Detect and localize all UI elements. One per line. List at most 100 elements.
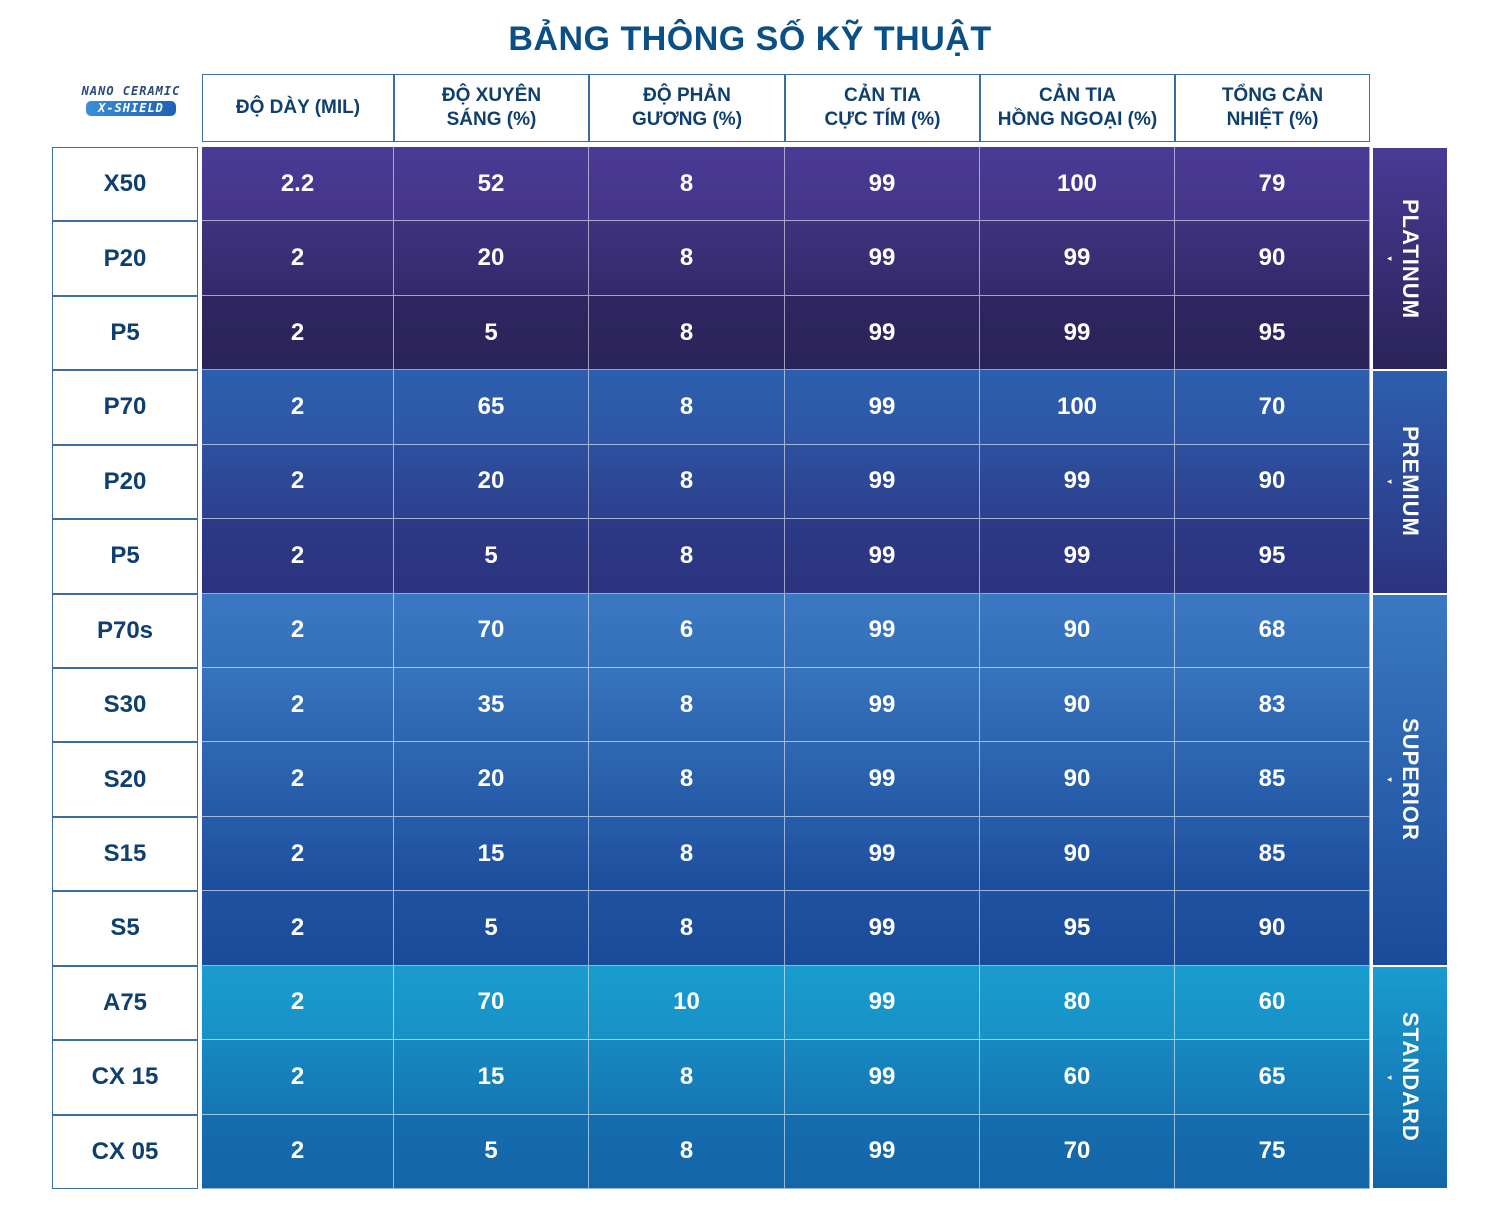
- spec-value: 8: [589, 147, 785, 222]
- spec-value: 6: [589, 593, 785, 668]
- spec-value: 15: [394, 816, 589, 892]
- model-name: S15: [52, 816, 198, 892]
- spec-value: 99: [785, 519, 980, 594]
- spec-value: 8: [589, 1114, 785, 1189]
- logo-line-2: X-SHIELD: [86, 101, 176, 116]
- spec-value: 2: [202, 891, 394, 966]
- spec-value: 90: [1175, 891, 1370, 966]
- spec-value: 99: [980, 295, 1175, 371]
- spec-value: 99: [785, 147, 980, 222]
- spec-value: 2: [202, 444, 394, 520]
- tier-label: SUPERIOR: [1398, 718, 1423, 842]
- spec-value: 80: [980, 965, 1175, 1041]
- model-name: P5: [52, 519, 198, 594]
- spec-value: 60: [980, 1040, 1175, 1115]
- model-name: P70s: [52, 593, 198, 668]
- spec-value: 100: [980, 370, 1175, 445]
- spec-value: 8: [589, 370, 785, 445]
- spec-value: 8: [589, 444, 785, 520]
- spec-value: 99: [785, 965, 980, 1041]
- spec-value: 99: [785, 668, 980, 743]
- spec-value: 52: [394, 147, 589, 222]
- spec-value: 100: [980, 147, 1175, 222]
- spec-value: 2: [202, 742, 394, 817]
- spec-value: 99: [785, 370, 980, 445]
- spec-value: 2: [202, 221, 394, 296]
- spec-value: 8: [589, 891, 785, 966]
- spec-value: 20: [394, 742, 589, 817]
- spec-value: 2: [202, 965, 394, 1041]
- spec-value: 85: [1175, 742, 1370, 817]
- spec-value: 10: [589, 965, 785, 1041]
- spec-value: 5: [394, 1114, 589, 1189]
- spec-value: 8: [589, 668, 785, 743]
- spec-value: 35: [394, 668, 589, 743]
- model-name: P70: [52, 370, 198, 445]
- model-name: CX 15: [52, 1040, 198, 1115]
- column-header: CẢN TIA CỰC TÍM (%): [785, 74, 980, 142]
- tier-band: SUPERIOR ◂: [1373, 594, 1447, 965]
- spec-value: 2: [202, 519, 394, 594]
- spec-value: 90: [1175, 221, 1370, 296]
- column-header: TỔNG CẢN NHIỆT (%): [1175, 74, 1370, 142]
- spec-value: 68: [1175, 593, 1370, 668]
- column-header: ĐỘ DÀY (MIL): [202, 74, 394, 142]
- spec-value: 2.2: [202, 147, 394, 222]
- spec-value: 99: [785, 593, 980, 668]
- model-name: P20: [52, 221, 198, 296]
- spec-value: 70: [394, 593, 589, 668]
- spec-value: 99: [785, 1114, 980, 1189]
- caret-icon: ◂: [1387, 253, 1392, 264]
- spec-value: 2: [202, 593, 394, 668]
- column-header: ĐỘ XUYÊN SÁNG (%): [394, 74, 589, 142]
- spec-value: 90: [1175, 444, 1370, 520]
- model-name: S20: [52, 742, 198, 817]
- spec-value: 65: [1175, 1040, 1370, 1115]
- spec-value: 99: [785, 1040, 980, 1115]
- spec-value: 5: [394, 519, 589, 594]
- spec-value: 60: [1175, 965, 1370, 1041]
- tier-label: PLATINUM: [1398, 198, 1423, 319]
- spec-value: 8: [589, 519, 785, 594]
- spec-value: 70: [980, 1114, 1175, 1189]
- spec-value: 20: [394, 221, 589, 296]
- column-header: ĐỘ PHẢN GƯƠNG (%): [589, 74, 785, 142]
- spec-value: 99: [785, 742, 980, 817]
- spec-value: 2: [202, 816, 394, 892]
- model-name: P5: [52, 295, 198, 371]
- caret-icon: ◂: [1387, 1071, 1392, 1082]
- spec-value: 99: [785, 444, 980, 520]
- spec-value: 8: [589, 221, 785, 296]
- spec-value: 20: [394, 444, 589, 520]
- spec-value: 2: [202, 1114, 394, 1189]
- spec-value: 2: [202, 370, 394, 445]
- spec-value: 8: [589, 816, 785, 892]
- spec-value: 5: [394, 295, 589, 371]
- spec-value: 95: [1175, 519, 1370, 594]
- spec-value: 2: [202, 295, 394, 371]
- tier-label: STANDARD: [1398, 1012, 1423, 1143]
- spec-value: 90: [980, 742, 1175, 817]
- spec-value: 99: [980, 221, 1175, 296]
- spec-value: 85: [1175, 816, 1370, 892]
- spec-value: 99: [785, 816, 980, 892]
- spec-value: 83: [1175, 668, 1370, 743]
- tier-label: PREMIUM: [1398, 426, 1423, 538]
- spec-value: 99: [980, 519, 1175, 594]
- spec-value: 99: [785, 891, 980, 966]
- brand-logo: NANO CERAMIC X-SHIELD: [66, 84, 196, 130]
- caret-icon: ◂: [1387, 774, 1392, 785]
- spec-value: 15: [394, 1040, 589, 1115]
- spec-value: 90: [980, 593, 1175, 668]
- model-name: S5: [52, 891, 198, 966]
- tier-band: PREMIUM ◂: [1373, 371, 1447, 593]
- model-name: S30: [52, 668, 198, 743]
- page-title: BẢNG THÔNG SỐ KỸ THUẬT: [508, 20, 992, 58]
- model-name: A75: [52, 965, 198, 1041]
- spec-value: 79: [1175, 147, 1370, 222]
- spec-value: 99: [785, 221, 980, 296]
- spec-value: 99: [785, 295, 980, 371]
- model-name: P20: [52, 444, 198, 520]
- logo-line-1: NANO CERAMIC: [81, 84, 181, 98]
- spec-value: 70: [394, 965, 589, 1041]
